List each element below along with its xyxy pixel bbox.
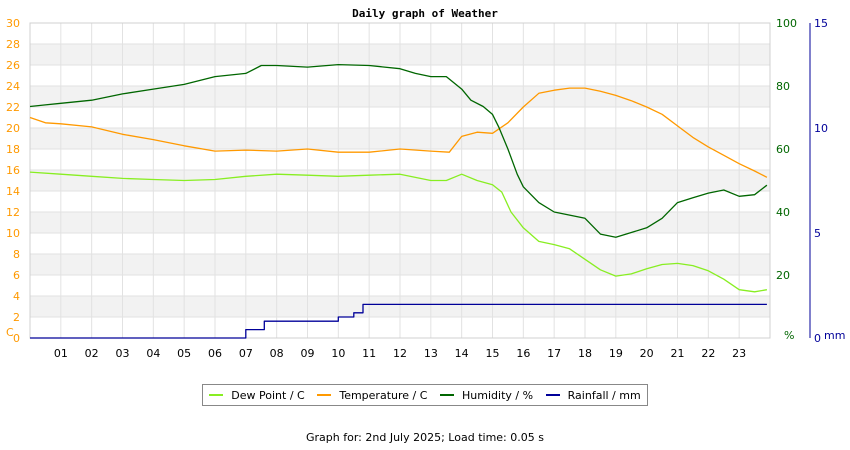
- x-tick-label: 03: [116, 347, 130, 360]
- humidity-tick-label: 40: [776, 206, 790, 219]
- rainfall-axis-label: mm: [824, 329, 845, 342]
- x-tick-label: 12: [393, 347, 407, 360]
- series-line-rainfall: [30, 303, 767, 339]
- dew-point-swatch: [209, 394, 224, 396]
- rainfall-tick-label: 10: [814, 122, 828, 135]
- humidity-axis-label: %: [784, 329, 794, 342]
- left-tick-label: 18: [6, 143, 20, 156]
- x-tick-label: 01: [54, 347, 68, 360]
- x-tick-label: 15: [486, 347, 500, 360]
- x-tick-label: 07: [239, 347, 253, 360]
- left-tick-label: 8: [13, 248, 20, 261]
- plot-border: [29, 22, 771, 339]
- x-tick-label: 09: [301, 347, 315, 360]
- legend-label: Rainfall / mm: [567, 388, 641, 402]
- chart-title: Daily graph of Weather: [352, 7, 498, 20]
- legend-label: Temperature / C: [339, 388, 428, 402]
- humidity-tick-label: 60: [776, 143, 790, 156]
- x-tick-label: 19: [609, 347, 623, 360]
- humidity-swatch: [440, 394, 455, 396]
- humidity-axis-ticks: 20 40 60 80 100: [776, 17, 797, 282]
- x-tick-label: 14: [455, 347, 469, 360]
- legend-item-temperature: Temperature / C: [317, 389, 427, 402]
- left-tick-label: 0: [13, 332, 20, 345]
- left-tick-label: 10: [6, 227, 20, 240]
- x-tick-label: 17: [547, 347, 561, 360]
- x-tick-label: 08: [270, 347, 284, 360]
- weather-chart: Daily graph of Weather 02468101214161820…: [6, 7, 845, 360]
- legend-item-humidity: Humidity / %: [440, 389, 533, 402]
- x-tick-label: 10: [331, 347, 345, 360]
- humidity-tick-label: 100: [776, 17, 797, 30]
- left-tick-label: 6: [13, 269, 20, 282]
- series-line-temperature: [29, 87, 768, 178]
- x-tick-label: 11: [362, 347, 376, 360]
- x-tick-label: 05: [177, 347, 191, 360]
- x-tick-label: 22: [701, 347, 715, 360]
- left-tick-label: 16: [6, 164, 20, 177]
- x-tick-label: 06: [208, 347, 222, 360]
- rainfall-swatch: [545, 394, 560, 396]
- x-tick-label: 18: [578, 347, 592, 360]
- rainfall-tick-label: 0: [814, 332, 821, 345]
- x-tick-label: 02: [85, 347, 99, 360]
- humidity-tick-label: 20: [776, 269, 790, 282]
- temperature-swatch: [317, 394, 332, 396]
- left-tick-label: 28: [6, 38, 20, 51]
- plot-frame: [29, 22, 811, 339]
- series-line-dew: [29, 171, 768, 293]
- legend-item-dew-point: Dew Point / C: [209, 388, 305, 402]
- left-axis-label: C: [6, 326, 14, 339]
- series-line-humidity: [29, 63, 768, 238]
- left-tick-label: 26: [6, 59, 20, 72]
- x-tick-label: 04: [146, 347, 160, 360]
- legend: Dew Point / C Temperature / C Humidity /…: [202, 384, 648, 406]
- left-tick-label: 30: [6, 17, 20, 30]
- left-tick-label: 20: [6, 122, 20, 135]
- left-tick-label: 12: [6, 206, 20, 219]
- legend-label: Humidity / %: [462, 388, 534, 402]
- x-tick-label: 21: [671, 347, 685, 360]
- x-tick-label: 23: [732, 347, 746, 360]
- left-tick-label: 22: [6, 101, 20, 114]
- humidity-tick-label: 80: [776, 80, 790, 93]
- x-tick-label: 16: [516, 347, 530, 360]
- rainfall-tick-label: 5: [814, 227, 821, 240]
- left-tick-label: 4: [13, 290, 20, 303]
- left-tick-label: 2: [13, 311, 20, 324]
- x-tick-label: 20: [640, 347, 654, 360]
- x-tick-label: 13: [424, 347, 438, 360]
- legend-label: Dew Point / C: [231, 388, 305, 402]
- legend-item-rainfall: Rainfall / mm: [545, 388, 641, 402]
- plot-series: [29, 63, 768, 339]
- footer-status: Graph for: 2nd July 2025; Load time: 0.0…: [306, 431, 544, 444]
- left-tick-label: 24: [6, 80, 20, 93]
- left-tick-label: 14: [6, 185, 20, 198]
- x-axis-ticks: 01 02 03 04 05 06 07 08 09 10 11 12 13 14 15 16 17 18 19 20…: [54, 347, 746, 360]
- rainfall-axis-ticks: 0 5 10 15: [814, 17, 828, 345]
- rainfall-tick-label: 15: [814, 17, 828, 30]
